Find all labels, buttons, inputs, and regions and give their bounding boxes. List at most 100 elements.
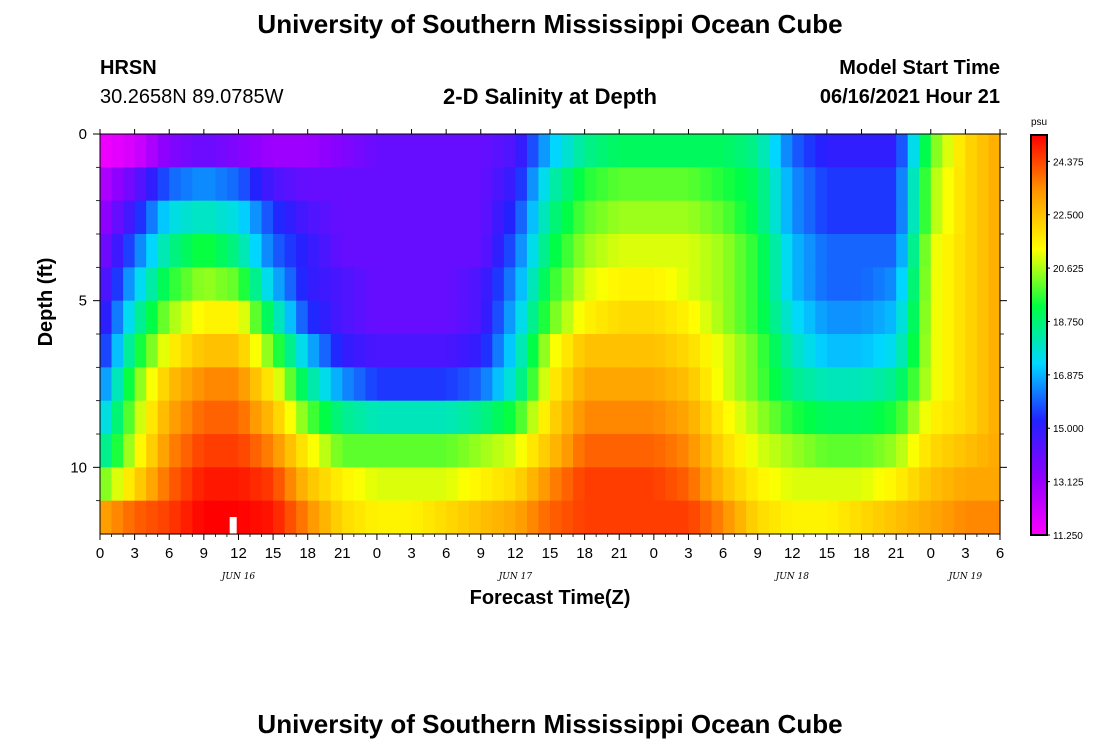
heatmap-cell bbox=[723, 434, 736, 468]
heatmap-cell bbox=[100, 300, 113, 335]
heatmap-cell bbox=[353, 300, 366, 335]
heatmap-cell bbox=[861, 400, 874, 435]
heatmap-cell bbox=[619, 367, 632, 402]
heatmap-cell bbox=[792, 367, 805, 402]
heatmap-cell bbox=[134, 434, 147, 468]
heatmap-cell bbox=[965, 134, 978, 168]
heatmap-cell bbox=[700, 500, 713, 535]
heatmap-cell bbox=[273, 467, 286, 502]
heatmap-cell bbox=[988, 134, 1001, 168]
heatmap-cell bbox=[492, 334, 505, 368]
heatmap-cell bbox=[607, 367, 620, 402]
heatmap-cell bbox=[700, 467, 713, 502]
heatmap-cell bbox=[157, 234, 170, 268]
heatmap-cell bbox=[434, 134, 447, 168]
heatmap-cell bbox=[792, 467, 805, 502]
heatmap-cell bbox=[434, 467, 447, 502]
colorbar bbox=[1030, 134, 1048, 536]
heatmap-cell bbox=[861, 467, 874, 502]
heatmap-cell bbox=[953, 434, 966, 468]
heatmap-cell bbox=[700, 434, 713, 468]
heatmap-cell bbox=[942, 434, 955, 468]
heatmap-cell bbox=[538, 167, 551, 202]
heatmap-cell bbox=[192, 467, 205, 502]
heatmap-cell bbox=[146, 134, 159, 168]
heatmap-cell bbox=[215, 134, 228, 168]
heatmap-cell bbox=[169, 300, 182, 335]
heatmap-cell bbox=[907, 467, 920, 502]
x-tick-label: 21 bbox=[888, 545, 905, 562]
heatmap-cell bbox=[215, 334, 228, 368]
heatmap-cell bbox=[861, 434, 874, 468]
heatmap-cell bbox=[203, 267, 216, 302]
heatmap-cell bbox=[976, 134, 990, 168]
heatmap-cell bbox=[538, 500, 551, 535]
heatmap-cell bbox=[884, 434, 897, 468]
heatmap-cell bbox=[584, 500, 597, 535]
heatmap-cell bbox=[123, 167, 136, 202]
heatmap-cell bbox=[180, 467, 193, 502]
heatmap-cell bbox=[342, 234, 355, 268]
heatmap-cell bbox=[457, 400, 470, 435]
heatmap-cell bbox=[873, 200, 886, 235]
heatmap-cell bbox=[988, 500, 1001, 535]
heatmap-cell bbox=[780, 367, 793, 402]
x-tick-label: 3 bbox=[684, 545, 692, 562]
heatmap-cell bbox=[953, 500, 966, 535]
heatmap-cell bbox=[492, 134, 505, 168]
heatmap-cell bbox=[376, 167, 390, 202]
heatmap-cell bbox=[526, 400, 540, 435]
heatmap-cell bbox=[365, 200, 378, 235]
heatmap-cell bbox=[307, 334, 320, 368]
heatmap-cell bbox=[169, 334, 182, 368]
heatmap-cell bbox=[353, 167, 366, 202]
heatmap-cell bbox=[884, 134, 897, 168]
heatmap-cell bbox=[619, 267, 632, 302]
heatmap-cell bbox=[238, 434, 251, 468]
heatmap-cell bbox=[273, 434, 286, 468]
heatmap-cell bbox=[273, 334, 286, 368]
heatmap-cell bbox=[711, 267, 724, 302]
y-axis-title: Depth (ft) bbox=[35, 258, 57, 347]
heatmap-cell bbox=[861, 334, 874, 368]
heatmap-cell bbox=[388, 134, 401, 168]
heatmap-cell bbox=[746, 400, 759, 435]
heatmap-cell bbox=[826, 334, 840, 368]
heatmap-cell bbox=[503, 434, 516, 468]
heatmap-cell bbox=[861, 500, 874, 535]
heatmap-cell bbox=[919, 234, 932, 268]
heatmap-cell bbox=[838, 167, 851, 202]
heatmap-cell bbox=[919, 167, 932, 202]
heatmap-cell bbox=[630, 300, 643, 335]
heatmap-cell bbox=[446, 500, 459, 535]
heatmap-cell bbox=[653, 434, 666, 468]
heatmap-cell bbox=[388, 400, 401, 435]
heatmap-cell bbox=[723, 467, 736, 502]
heatmap-cell bbox=[100, 234, 113, 268]
heatmap-cell bbox=[342, 267, 355, 302]
heatmap-cell bbox=[261, 300, 274, 335]
heatmap-cell bbox=[423, 400, 436, 435]
heatmap-cell bbox=[215, 367, 228, 402]
heatmap-cell bbox=[734, 134, 747, 168]
heatmap-cell bbox=[584, 467, 597, 502]
heatmap-cell bbox=[653, 500, 666, 535]
heatmap-cell bbox=[988, 334, 1001, 368]
heatmap-cell bbox=[688, 400, 701, 435]
heatmap-cell bbox=[769, 200, 782, 235]
heatmap-cell bbox=[111, 434, 124, 468]
heatmap-cell bbox=[780, 467, 793, 502]
heatmap-cell bbox=[723, 300, 736, 335]
heatmap-cell bbox=[434, 267, 447, 302]
heatmap-cell bbox=[111, 167, 124, 202]
heatmap-cell bbox=[296, 234, 309, 268]
heatmap-cell bbox=[573, 500, 586, 535]
heatmap-cell bbox=[930, 134, 943, 168]
heatmap-cell bbox=[192, 167, 205, 202]
heatmap-cell bbox=[792, 334, 805, 368]
heatmap-cell bbox=[884, 300, 897, 335]
heatmap-cell bbox=[746, 334, 759, 368]
x-tick-label: 3 bbox=[961, 545, 969, 562]
heatmap-cell bbox=[480, 334, 493, 368]
heatmap-cell bbox=[180, 234, 193, 268]
